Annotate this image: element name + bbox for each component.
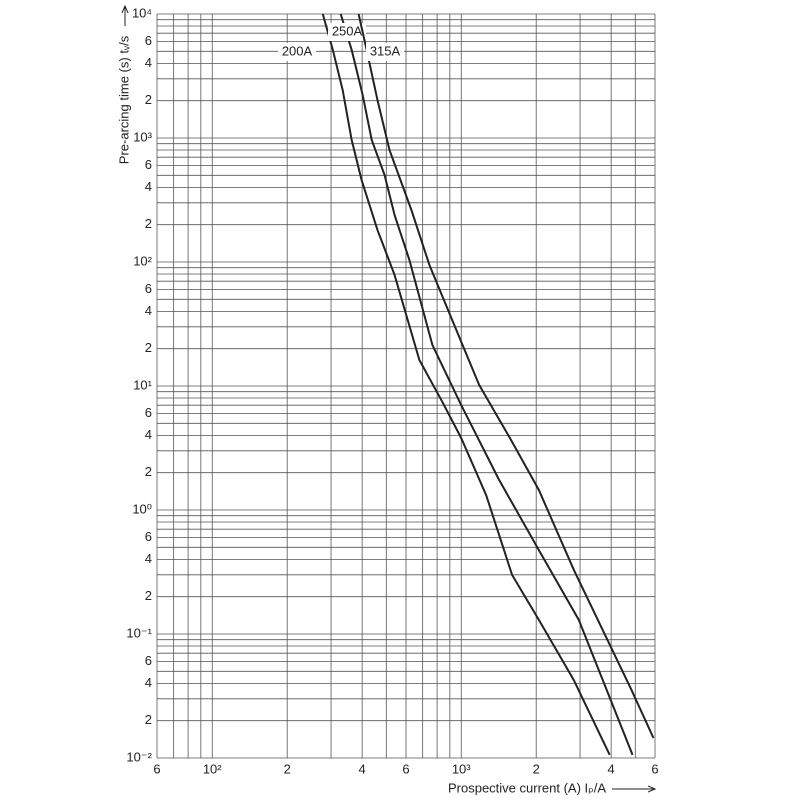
y-tick-label: 6 [145, 33, 152, 48]
y-tick-label: 2 [145, 712, 152, 727]
y-tick-label: 2 [145, 340, 152, 355]
y-tick-label: 2 [145, 92, 152, 107]
y-tick-label: 6 [145, 157, 152, 172]
x-tick-label: 2 [533, 761, 540, 776]
y-tick-label: 6 [145, 405, 152, 420]
y-tick-label: 10² [133, 253, 152, 268]
y-tick-label: 4 [145, 427, 152, 442]
x-tick-label: 4 [359, 761, 366, 776]
y-tick-label: 4 [145, 551, 152, 566]
series-label-bg [366, 43, 404, 61]
y-tick-label: 6 [145, 653, 152, 668]
x-tick-label: 6 [153, 761, 160, 776]
y-tick-label: 10⁻¹ [126, 625, 152, 640]
y-tick-label: 2 [145, 588, 152, 603]
y-tick-label: 2 [145, 464, 152, 479]
y-tick-label: 10³ [133, 129, 152, 144]
x-tick-label: 4 [608, 761, 615, 776]
series-line [339, 13, 634, 756]
y-tick-label: 10⁰ [132, 501, 152, 516]
y-tick-label: 6 [145, 529, 152, 544]
y-tick-label: 6 [145, 281, 152, 296]
y-tick-label: 10¹ [133, 377, 152, 392]
y-tick-label: 4 [145, 179, 152, 194]
series-label-bg [278, 43, 316, 61]
y-axis-title: Pre-arcing time (s) tᵥ/s [116, 35, 131, 164]
y-tick-label: 2 [145, 216, 152, 231]
x-tick-label: 6 [651, 761, 658, 776]
series-line [321, 13, 611, 756]
series-label: 200A [282, 43, 313, 58]
y-tick-label: 10⁴ [132, 5, 152, 20]
y-tick-label: 4 [145, 303, 152, 318]
x-axis-title: Prospective current (A) Iₚ/A [448, 780, 606, 795]
series-label-bg [328, 23, 366, 41]
x-tick-label: 10³ [452, 761, 471, 776]
x-tick-label: 6 [402, 761, 409, 776]
x-tick-label: 10² [203, 761, 222, 776]
x-tick-label: 2 [284, 761, 291, 776]
series-line [357, 13, 655, 739]
y-tick-label: 10⁻² [126, 749, 152, 764]
y-tick-label: 4 [145, 675, 152, 690]
series-label: 250A [332, 23, 363, 38]
y-tick-label: 4 [145, 55, 152, 70]
series-label: 315A [370, 43, 401, 58]
